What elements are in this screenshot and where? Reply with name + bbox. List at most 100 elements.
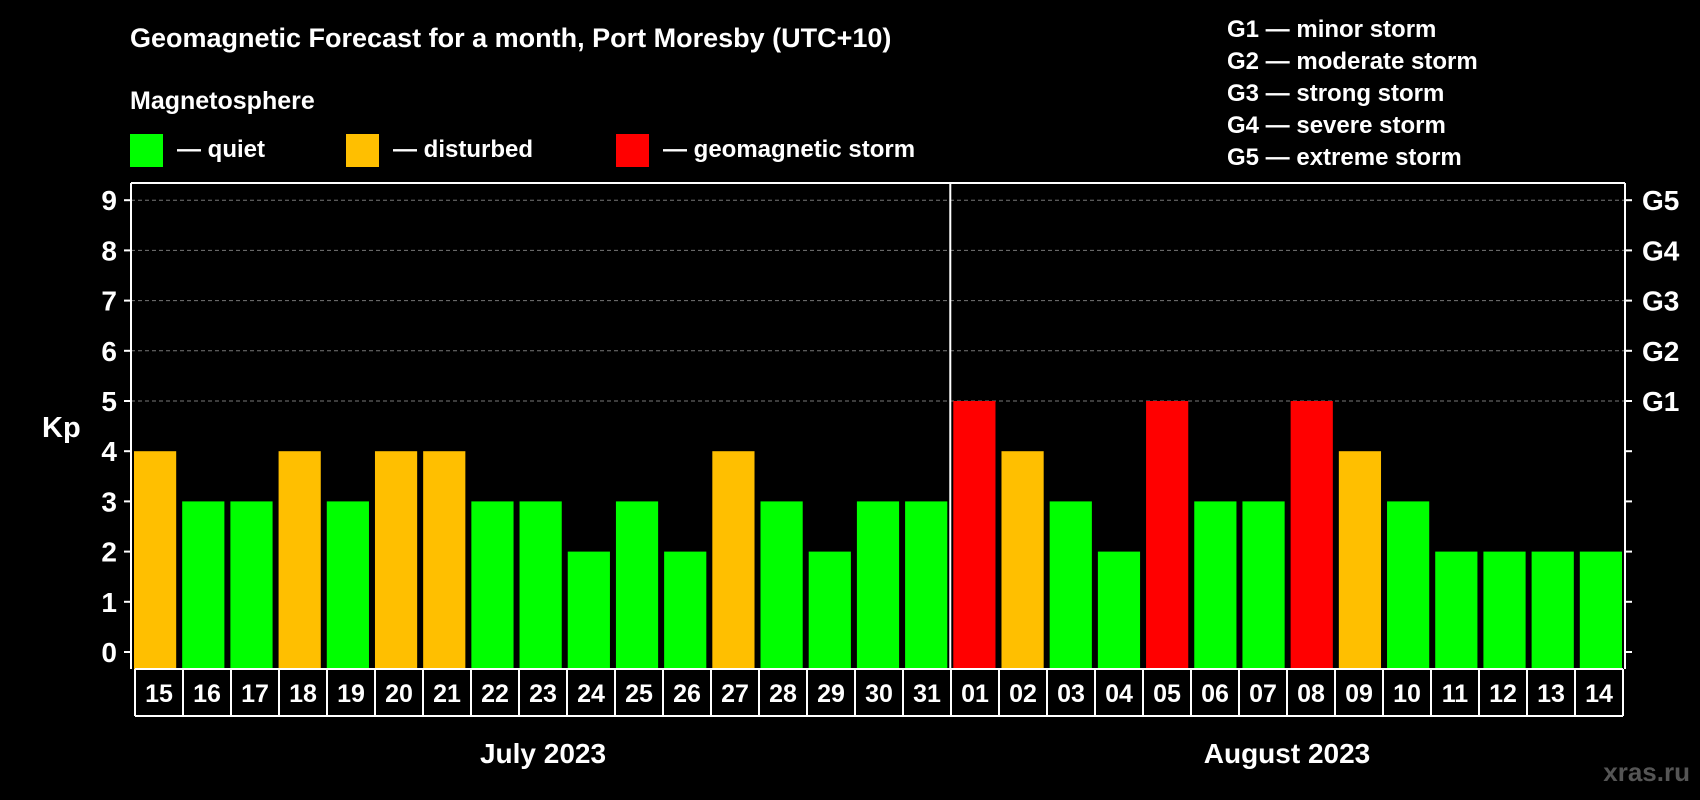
right-label-g5: G5 xyxy=(1642,185,1679,216)
legend-swatch-quiet xyxy=(130,134,163,167)
grid-lines xyxy=(131,199,1625,402)
month-label-0: July 2023 xyxy=(480,738,606,769)
x-tick-label-23: 23 xyxy=(529,680,557,708)
bar-13 xyxy=(1531,551,1574,669)
right-label-g2: G2 xyxy=(1642,336,1679,367)
y-tick-label-9: 9 xyxy=(101,185,117,216)
x-tick-label-14: 14 xyxy=(1585,680,1613,708)
chart-title: Geomagnetic Forecast for a month, Port M… xyxy=(130,23,891,53)
bar-07 xyxy=(1242,501,1285,669)
right-label-g4: G4 xyxy=(1642,235,1680,266)
legend-swatch-disturbed xyxy=(346,134,379,167)
bar-26 xyxy=(664,551,707,669)
x-tick-label-08: 08 xyxy=(1297,680,1325,708)
bar-04 xyxy=(1097,551,1141,669)
bar-14 xyxy=(1579,551,1622,669)
storm-scale-g5: G5 — extreme storm xyxy=(1227,144,1462,171)
bar-15 xyxy=(134,451,177,669)
bar-17 xyxy=(230,501,273,669)
bar-28 xyxy=(760,501,803,669)
x-tick-label-25: 25 xyxy=(625,680,653,708)
bar-08 xyxy=(1290,401,1333,669)
bar-11 xyxy=(1435,551,1478,669)
right-label-g1: G1 xyxy=(1642,386,1679,417)
bar-12 xyxy=(1483,551,1526,669)
bar-31 xyxy=(905,501,948,669)
month-label-1: August 2023 xyxy=(1204,738,1371,769)
x-tick-label-10: 10 xyxy=(1393,680,1421,708)
legend-heading: Magnetosphere xyxy=(130,87,315,115)
bar-01 xyxy=(953,401,996,669)
x-tick-label-15: 15 xyxy=(145,680,173,708)
x-tick-label-27: 27 xyxy=(721,680,749,708)
x-tick-label-06: 06 xyxy=(1201,680,1229,708)
x-tick-label-29: 29 xyxy=(817,680,845,708)
legend-label-storm: — geomagnetic storm xyxy=(663,136,915,163)
x-tick-label-05: 05 xyxy=(1153,680,1181,708)
x-tick-label-02: 02 xyxy=(1009,680,1037,708)
x-tick-label-04: 04 xyxy=(1105,680,1133,708)
x-tick-label-01: 01 xyxy=(961,680,989,708)
storm-scale-g3: G3 — strong storm xyxy=(1227,80,1444,107)
bar-16 xyxy=(182,501,225,669)
y-tick-label-0: 0 xyxy=(101,637,117,668)
bar-05 xyxy=(1146,401,1189,669)
bar-09 xyxy=(1338,451,1382,669)
bar-22 xyxy=(471,501,514,669)
bar-29 xyxy=(808,551,851,669)
x-tick-label-20: 20 xyxy=(385,680,413,708)
storm-scale-g2: G2 — moderate storm xyxy=(1227,48,1478,75)
bar-19 xyxy=(326,501,369,669)
x-tick-label-11: 11 xyxy=(1442,680,1469,708)
x-tick-label-22: 22 xyxy=(481,680,509,708)
bars xyxy=(134,401,1622,669)
x-tick-label-31: 31 xyxy=(913,680,941,708)
x-tick-label-24: 24 xyxy=(577,680,605,708)
month-labels: July 2023 August 2023 xyxy=(480,738,1370,769)
y-tick-label-5: 5 xyxy=(101,386,117,417)
x-tick-label-09: 09 xyxy=(1345,680,1373,708)
y-tick-label-7: 7 xyxy=(101,286,117,317)
bar-30 xyxy=(856,501,900,669)
x-tick-label-18: 18 xyxy=(289,680,317,708)
axes: 0 1 2 3 4 5 6 7 8 9 G1 G2 G3 G4 G5 xyxy=(101,182,1680,669)
x-tick-label-03: 03 xyxy=(1057,680,1085,708)
y-tick-label-1: 1 xyxy=(101,587,117,618)
storm-scale-legend: G1 — minor storm G2 — moderate storm G3 … xyxy=(1227,16,1478,171)
y-tick-label-4: 4 xyxy=(101,436,117,467)
bar-03 xyxy=(1049,501,1092,669)
x-tick-label-30: 30 xyxy=(865,680,893,708)
y-tick-label-2: 2 xyxy=(101,537,117,568)
bar-10 xyxy=(1387,501,1430,669)
y-tick-label-8: 8 xyxy=(101,235,117,266)
bar-02 xyxy=(1001,451,1044,669)
bar-25 xyxy=(615,501,659,669)
x-tick-label-07: 07 xyxy=(1249,680,1277,708)
right-label-g3: G3 xyxy=(1642,286,1679,317)
x-tick-label-21: 21 xyxy=(433,680,461,708)
bar-06 xyxy=(1194,501,1237,669)
x-tick-label-28: 28 xyxy=(769,680,797,708)
legend-label-quiet: — quiet xyxy=(177,136,265,163)
x-tick-label-16: 16 xyxy=(193,680,221,708)
bar-20 xyxy=(374,451,418,669)
x-tick-label-26: 26 xyxy=(673,680,701,708)
watermark: xras.ru xyxy=(1603,757,1690,787)
bar-27 xyxy=(712,451,755,669)
y-tick-label-6: 6 xyxy=(101,336,117,367)
y-tick-label-3: 3 xyxy=(101,486,117,517)
y-axis-label: Kp xyxy=(42,412,81,444)
legend: — quiet — disturbed — geomagnetic storm xyxy=(130,134,915,167)
bar-23 xyxy=(519,501,562,669)
x-tick-label-13: 13 xyxy=(1537,680,1565,708)
storm-scale-g4: G4 — severe storm xyxy=(1227,112,1446,139)
x-tick-label-12: 12 xyxy=(1489,680,1517,708)
bar-21 xyxy=(423,451,466,669)
x-tick-labels: 15 16 17 18 19 20 21 22 23 24 25 26 27 28 29 30 31 01 02 03… xyxy=(134,668,1624,717)
bar-18 xyxy=(278,451,321,669)
legend-swatch-storm xyxy=(616,134,649,167)
x-tick-label-17: 17 xyxy=(241,680,269,708)
x-tick-label-19: 19 xyxy=(337,680,365,708)
bar-24 xyxy=(567,551,610,669)
